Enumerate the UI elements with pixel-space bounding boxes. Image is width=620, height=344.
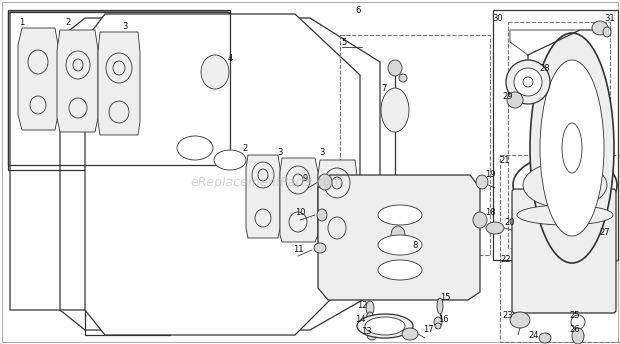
Text: 2: 2 — [242, 143, 247, 152]
Ellipse shape — [402, 328, 418, 340]
Text: 3: 3 — [319, 148, 325, 157]
Text: 8: 8 — [412, 240, 418, 249]
Text: 5: 5 — [342, 37, 347, 46]
Ellipse shape — [365, 317, 405, 335]
Polygon shape — [280, 158, 318, 242]
Ellipse shape — [476, 175, 488, 189]
Text: 19: 19 — [485, 170, 495, 179]
Ellipse shape — [318, 174, 332, 190]
Ellipse shape — [437, 298, 443, 314]
Ellipse shape — [367, 330, 377, 340]
Text: 10: 10 — [294, 207, 305, 216]
Ellipse shape — [366, 312, 374, 328]
Ellipse shape — [378, 205, 422, 225]
Polygon shape — [85, 14, 360, 335]
Text: 29: 29 — [503, 92, 513, 100]
Ellipse shape — [399, 74, 407, 82]
Text: 27: 27 — [600, 227, 610, 237]
Text: 25: 25 — [570, 312, 580, 321]
Text: 9: 9 — [303, 173, 308, 183]
Ellipse shape — [201, 55, 229, 89]
Text: eReplacementParts.com: eReplacementParts.com — [190, 176, 343, 189]
Ellipse shape — [510, 312, 530, 328]
Ellipse shape — [473, 212, 487, 228]
Text: 30: 30 — [493, 13, 503, 22]
Text: 11: 11 — [293, 246, 303, 255]
Polygon shape — [318, 160, 357, 248]
Polygon shape — [318, 175, 480, 300]
Polygon shape — [98, 32, 140, 135]
Text: 4: 4 — [228, 54, 232, 63]
Text: 31: 31 — [604, 13, 615, 22]
Ellipse shape — [391, 226, 405, 244]
Text: 28: 28 — [539, 64, 551, 73]
Text: 18: 18 — [485, 207, 495, 216]
Text: 24: 24 — [529, 331, 539, 340]
Text: 6: 6 — [355, 6, 361, 14]
Ellipse shape — [314, 243, 326, 253]
Ellipse shape — [388, 60, 402, 76]
Ellipse shape — [435, 323, 441, 329]
Text: 26: 26 — [570, 325, 580, 334]
Ellipse shape — [507, 92, 523, 108]
Text: 15: 15 — [440, 293, 450, 302]
Ellipse shape — [378, 235, 422, 255]
Ellipse shape — [378, 260, 422, 280]
Ellipse shape — [317, 209, 327, 221]
Text: 12: 12 — [356, 301, 367, 310]
Text: 20: 20 — [505, 217, 515, 226]
Ellipse shape — [517, 205, 613, 225]
Ellipse shape — [530, 33, 614, 263]
Text: 1: 1 — [19, 18, 25, 26]
Text: 17: 17 — [423, 325, 433, 334]
Ellipse shape — [506, 60, 550, 104]
Polygon shape — [57, 30, 98, 132]
Ellipse shape — [486, 222, 504, 234]
Text: 2: 2 — [65, 18, 71, 26]
Ellipse shape — [381, 88, 409, 132]
Ellipse shape — [572, 328, 584, 344]
Text: 23: 23 — [503, 312, 513, 321]
Ellipse shape — [539, 333, 551, 343]
Ellipse shape — [357, 314, 413, 338]
Text: 14: 14 — [355, 315, 365, 324]
Text: 3: 3 — [277, 148, 283, 157]
Ellipse shape — [603, 27, 611, 37]
Ellipse shape — [592, 21, 608, 35]
Text: 22: 22 — [501, 256, 512, 265]
Ellipse shape — [177, 136, 213, 160]
Text: 21: 21 — [500, 155, 510, 164]
Ellipse shape — [540, 60, 604, 236]
FancyBboxPatch shape — [512, 189, 616, 313]
Polygon shape — [18, 28, 58, 130]
Text: 16: 16 — [438, 315, 448, 324]
Ellipse shape — [401, 237, 409, 247]
Text: 3: 3 — [122, 22, 128, 31]
Ellipse shape — [514, 68, 542, 96]
Ellipse shape — [523, 162, 607, 208]
Text: 13: 13 — [361, 327, 371, 336]
Ellipse shape — [366, 301, 374, 315]
Text: 7: 7 — [381, 84, 387, 93]
Ellipse shape — [214, 150, 246, 170]
Ellipse shape — [434, 317, 442, 327]
Polygon shape — [246, 155, 280, 238]
